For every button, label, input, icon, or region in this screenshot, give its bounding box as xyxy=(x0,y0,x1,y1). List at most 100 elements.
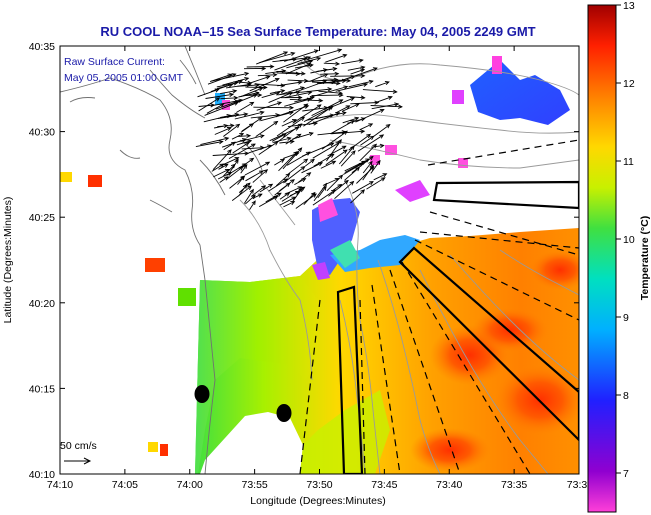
current-vector xyxy=(370,160,381,174)
current-vector-head xyxy=(341,111,347,116)
current-vector xyxy=(275,173,290,187)
current-vector xyxy=(325,149,348,166)
current-vector xyxy=(323,62,340,65)
current-vector xyxy=(220,113,239,118)
current-vector-head xyxy=(295,191,301,195)
current-vector xyxy=(216,82,238,88)
current-vector xyxy=(295,193,317,209)
current-vector xyxy=(312,142,340,159)
current-vector-head xyxy=(294,126,300,131)
current-vector-head xyxy=(230,141,236,146)
current-vector xyxy=(255,121,278,137)
current-vector xyxy=(236,140,252,146)
current-vector xyxy=(342,103,360,112)
scale-arrow-head xyxy=(83,457,92,465)
current-vector-head xyxy=(334,177,340,182)
current-label-line1: Raw Surface Current: xyxy=(64,56,165,68)
current-vector xyxy=(283,152,299,159)
y-axis-label: Latitude (Degrees:Minutes) xyxy=(2,197,14,324)
current-vector-head xyxy=(299,86,306,91)
current-vector-head xyxy=(379,108,385,113)
current-vector-head xyxy=(227,149,232,154)
current-vector xyxy=(344,158,370,172)
current-vector xyxy=(300,88,332,93)
current-vector-head xyxy=(257,117,263,122)
current-vector-head xyxy=(231,73,237,78)
current-vector-head xyxy=(338,99,344,104)
current-vector xyxy=(212,152,249,156)
current-vector xyxy=(281,119,297,127)
current-vector-head xyxy=(369,164,374,170)
x-axis-label: Longitude (Degrees:Minutes) xyxy=(250,495,385,507)
current-vector xyxy=(287,79,308,82)
current-vector-head xyxy=(226,127,232,132)
current-vector xyxy=(317,186,327,199)
current-vector xyxy=(338,145,355,165)
current-vector xyxy=(292,132,314,140)
current-vector xyxy=(311,81,340,84)
current-vector-head xyxy=(214,88,220,93)
current-vector xyxy=(310,69,327,74)
current-vector-head xyxy=(368,79,374,85)
current-vector xyxy=(336,105,350,114)
station-dot xyxy=(194,385,210,403)
current-vector-head xyxy=(342,149,348,154)
current-vector xyxy=(301,142,334,157)
current-vector xyxy=(209,73,232,83)
current-vector-head xyxy=(313,49,319,54)
current-vector-head xyxy=(244,151,250,156)
current-vector xyxy=(211,163,224,172)
current-vector-head xyxy=(235,99,241,104)
current-vector xyxy=(220,90,237,95)
current-vector xyxy=(308,112,340,126)
x-tick-label: 73:50 xyxy=(306,479,332,491)
current-vector xyxy=(219,176,229,183)
sst-magenta-pixel xyxy=(370,155,380,165)
current-vector xyxy=(341,59,363,65)
current-vector-head xyxy=(368,160,373,166)
current-vector-head xyxy=(382,173,388,178)
current-vector xyxy=(260,111,294,122)
colorbar-tick-label: 10 xyxy=(623,234,635,246)
colorbar-tick-label: 13 xyxy=(623,0,635,12)
current-vector xyxy=(372,124,391,138)
current-vector-head xyxy=(295,71,301,76)
current-vector-head xyxy=(281,69,287,74)
current-vector xyxy=(207,73,236,85)
x-axis-ticks: 74:10 74:05 74:00 73:55 73:50 73:45 73:40 73:35… xyxy=(47,46,587,491)
current-vector xyxy=(359,123,373,131)
current-vector-head xyxy=(335,81,341,86)
current-vector xyxy=(226,166,244,180)
current-vector-head xyxy=(297,123,303,128)
current-vector xyxy=(320,73,339,75)
current-vector-head xyxy=(269,64,275,69)
current-vector-head xyxy=(360,73,366,79)
current-vector-head xyxy=(346,78,352,83)
sst-blue-pixel xyxy=(215,93,225,105)
current-vector xyxy=(234,111,264,120)
current-vector xyxy=(303,105,334,127)
sst-blue-pixel xyxy=(222,100,230,110)
current-vector xyxy=(328,180,349,197)
current-vector xyxy=(245,170,264,182)
current-vector-head xyxy=(241,138,247,143)
current-vector-head xyxy=(244,76,250,82)
current-vector xyxy=(362,161,373,174)
current-vector-head xyxy=(234,157,240,162)
current-vector-head xyxy=(233,95,239,101)
current-vector xyxy=(304,159,315,167)
current-vector-head xyxy=(285,173,291,178)
current-vector-head xyxy=(344,179,349,185)
current-vector-head xyxy=(251,200,256,206)
current-vector-head xyxy=(332,66,338,72)
current-vector-head xyxy=(380,177,386,182)
current-vector-head xyxy=(323,105,329,111)
current-vector xyxy=(282,147,302,170)
current-vector-head xyxy=(349,180,355,186)
current-vector xyxy=(223,164,236,177)
current-vector xyxy=(283,201,295,208)
current-vector xyxy=(216,84,233,89)
current-vector-head xyxy=(258,87,264,92)
current-vector xyxy=(268,178,288,192)
current-vector xyxy=(235,81,252,84)
